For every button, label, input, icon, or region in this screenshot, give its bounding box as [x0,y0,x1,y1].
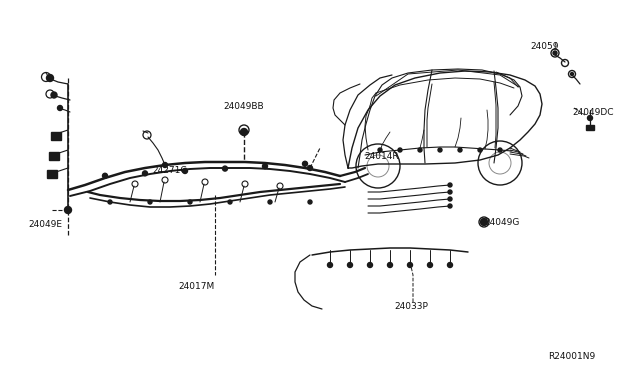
Circle shape [58,106,63,110]
Circle shape [102,173,108,178]
Text: R24001N9: R24001N9 [548,352,595,361]
Text: 24049DC: 24049DC [572,108,614,117]
Circle shape [448,204,452,208]
Circle shape [418,148,422,152]
Text: 24049BB: 24049BB [224,102,264,111]
Bar [47,170,57,178]
Circle shape [65,206,72,214]
Circle shape [228,200,232,204]
Circle shape [498,148,502,152]
Text: 24049G: 24049G [484,218,520,227]
Circle shape [143,171,147,176]
Circle shape [553,51,557,55]
Text: 24014R: 24014R [364,152,399,161]
Circle shape [163,163,168,167]
Circle shape [47,74,54,81]
Circle shape [481,218,488,225]
Circle shape [387,263,392,267]
Circle shape [447,263,452,267]
Circle shape [570,73,573,76]
Circle shape [51,92,57,98]
Bar [51,132,61,140]
Circle shape [428,263,433,267]
Bar [49,152,59,160]
Text: 24033P: 24033P [394,302,428,311]
Circle shape [241,128,248,135]
Circle shape [408,263,413,267]
Circle shape [268,200,272,204]
Circle shape [188,200,192,204]
Text: 24271C: 24271C [152,166,187,175]
Circle shape [307,166,312,170]
Text: 24059: 24059 [530,42,559,51]
Circle shape [182,169,188,173]
Circle shape [328,263,333,267]
Circle shape [148,200,152,204]
Circle shape [108,200,112,204]
Circle shape [458,148,462,152]
Circle shape [378,148,382,152]
Circle shape [448,183,452,187]
Bar [586,125,594,130]
Circle shape [348,263,353,267]
Circle shape [262,164,268,169]
Circle shape [308,200,312,204]
Circle shape [223,166,227,171]
Circle shape [588,115,593,121]
Text: 24017M: 24017M [178,282,214,291]
Circle shape [448,190,452,194]
Circle shape [303,161,307,166]
Circle shape [478,148,482,152]
Circle shape [367,263,372,267]
Circle shape [438,148,442,152]
Circle shape [448,197,452,201]
Text: 24049E: 24049E [28,220,62,229]
Circle shape [398,148,402,152]
